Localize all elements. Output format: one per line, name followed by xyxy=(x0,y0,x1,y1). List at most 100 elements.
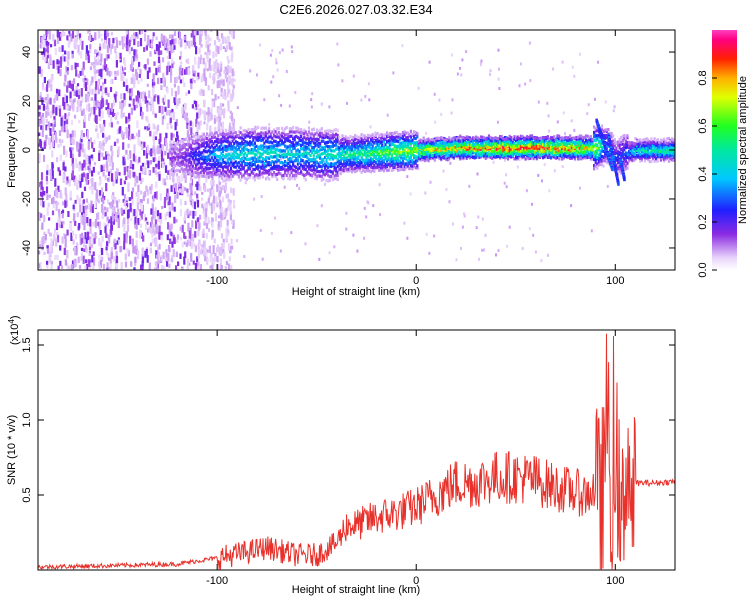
spectrum-cell xyxy=(341,170,344,174)
spectrum-cell xyxy=(416,159,419,163)
noise-cell xyxy=(103,119,106,127)
spectrum-cell xyxy=(233,165,236,169)
spectrum-cell xyxy=(241,136,244,140)
spectrum-cell xyxy=(448,145,451,149)
spectrum-cell xyxy=(223,174,226,178)
spectrum-cell xyxy=(268,177,271,181)
noise-cell xyxy=(167,201,170,206)
spectrum-cell xyxy=(253,153,256,157)
spectrum-cell xyxy=(360,165,363,169)
spectrum-cell xyxy=(478,154,481,158)
noise-cell xyxy=(103,206,107,212)
noise-cell xyxy=(163,162,166,167)
spectrum-cell xyxy=(207,134,210,138)
noise-cell xyxy=(100,164,103,173)
spectrum-cell xyxy=(338,135,341,139)
noise-cell xyxy=(189,183,192,190)
spectrum-cell xyxy=(266,148,269,152)
noise-cell xyxy=(101,256,104,262)
noise-cell xyxy=(98,30,101,39)
spectrum-cell xyxy=(292,161,295,165)
noise-cell xyxy=(495,253,497,257)
spectrum-cell xyxy=(400,141,403,145)
noise-cell xyxy=(218,225,221,231)
noise-cell xyxy=(155,67,158,76)
spectrum-cell xyxy=(363,169,366,173)
noise-cell xyxy=(224,182,227,191)
spectrum-cell xyxy=(436,143,440,147)
noise-cell xyxy=(217,221,220,228)
spectrum-cell xyxy=(444,150,448,154)
noise-cell xyxy=(99,176,102,180)
spectrum-cell xyxy=(260,138,263,143)
spectrum-cell xyxy=(460,156,463,160)
spectrum-cell xyxy=(266,175,269,179)
spectrum-cell xyxy=(296,152,299,156)
spectrum-cell xyxy=(370,142,373,146)
spectrum-cell xyxy=(390,163,393,167)
spectrum-cell xyxy=(290,167,293,171)
noise-cell xyxy=(59,69,62,77)
spectrum-cell xyxy=(438,143,441,147)
spectrum-cell xyxy=(307,147,311,151)
spectrum-cell xyxy=(460,148,463,152)
noise-cell xyxy=(528,41,531,45)
noise-cell xyxy=(94,59,98,66)
noise-cell xyxy=(136,132,139,137)
spectrum-cell xyxy=(252,148,255,152)
spectrum-cell xyxy=(287,133,290,137)
noise-cell xyxy=(180,61,183,65)
noise-cell xyxy=(54,48,57,55)
spectrum-cell xyxy=(172,155,175,160)
noise-cell xyxy=(131,238,134,247)
spectrum-cell xyxy=(378,134,381,138)
spectrum-cell xyxy=(249,149,252,153)
spectrum-cell xyxy=(427,155,430,159)
spectrum-cell xyxy=(285,163,288,167)
noise-cell xyxy=(116,129,119,135)
spectrum-cell xyxy=(287,168,290,172)
noise-cell xyxy=(195,183,198,187)
noise-cell xyxy=(69,135,72,142)
noise-cell xyxy=(210,202,213,208)
spectrum-cell xyxy=(304,163,307,167)
noise-cell xyxy=(154,191,157,199)
noise-cell xyxy=(191,30,194,36)
noise-cell xyxy=(99,103,102,108)
noise-cell xyxy=(103,134,106,143)
spectrum-cell xyxy=(417,148,420,152)
spectrum-cell xyxy=(280,161,284,165)
spectrum-cell xyxy=(430,149,433,153)
spectrum-cell xyxy=(204,155,207,159)
noise-cell xyxy=(173,178,176,185)
spectrum-cell xyxy=(314,144,317,148)
spectrum-cell xyxy=(405,162,408,166)
spectrum-cell xyxy=(303,161,306,165)
noise-cell xyxy=(497,249,500,252)
spectrum-cell xyxy=(475,148,478,152)
spectrum-cell xyxy=(186,152,190,156)
spectrum-cell xyxy=(282,149,285,153)
spectrum-cell xyxy=(282,177,285,181)
noise-cell xyxy=(104,224,107,234)
noise-cell xyxy=(75,91,78,97)
spectrum-cell xyxy=(276,167,279,171)
spectrum-cell xyxy=(277,127,280,131)
spectrum-cell xyxy=(350,148,354,152)
spectrum-cell xyxy=(178,155,182,159)
spectrum-cell xyxy=(198,146,201,150)
noise-cell xyxy=(113,238,116,243)
noise-cell xyxy=(106,207,109,213)
spectrum-cell xyxy=(218,145,221,149)
spectrum-cell xyxy=(413,154,416,158)
spectrum-cell xyxy=(338,164,341,168)
noise-cell xyxy=(184,43,187,50)
noise-cell xyxy=(88,114,91,121)
noise-cell xyxy=(92,148,95,152)
noise-cell xyxy=(66,249,69,259)
spectrum-cell xyxy=(421,155,424,159)
spectrum-cell xyxy=(276,157,279,161)
spectrum-cell xyxy=(390,140,393,144)
noise-cell xyxy=(202,209,205,214)
noise-cell xyxy=(87,162,90,166)
